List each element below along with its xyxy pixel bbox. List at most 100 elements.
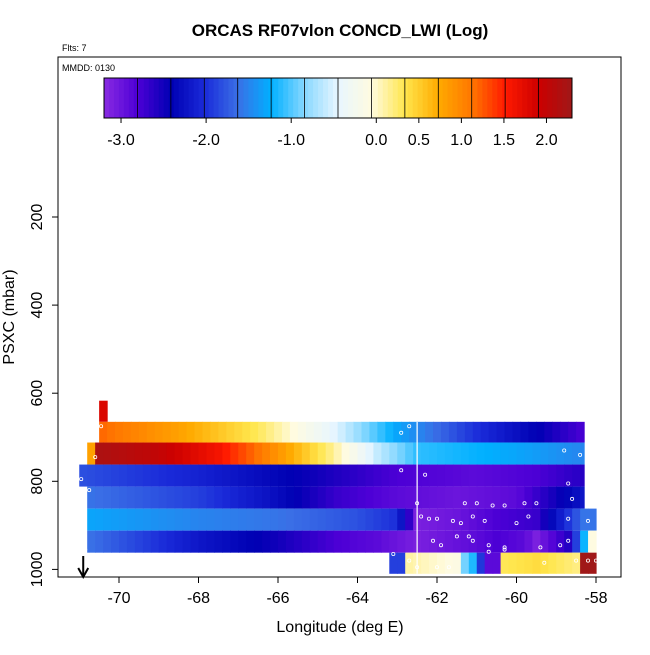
heatmap-cell: [95, 464, 104, 487]
colorbar-segment: [352, 78, 359, 118]
heatmap-cell: [270, 508, 279, 531]
heatmap-cell: [393, 421, 402, 443]
flight-point: [534, 501, 539, 506]
heatmap-cell: [174, 442, 184, 465]
heatmap-cell: [548, 552, 557, 574]
heatmap-cell: [246, 530, 255, 553]
flight-point: [93, 455, 98, 460]
heatmap-cell: [476, 530, 486, 553]
flight-point: [502, 503, 507, 508]
heatmap-cell: [250, 421, 259, 443]
heatmap-cell: [365, 486, 374, 509]
heatmap-cell: [452, 442, 462, 465]
flight-point: [526, 514, 531, 519]
colorbar-segment: [223, 78, 229, 118]
flight-point: [558, 543, 563, 548]
flights-label: Flts: 7: [62, 43, 87, 53]
heatmap-cell: [580, 486, 585, 509]
colorbar-segment: [542, 78, 548, 118]
heatmap-cell: [532, 508, 541, 531]
heatmap-cell: [301, 486, 311, 509]
heatmap-cell: [238, 464, 247, 487]
heatmap-cell: [464, 421, 474, 443]
heatmap-cell: [103, 486, 112, 509]
heatmap-cell: [119, 508, 128, 531]
heatmap-cell: [103, 464, 112, 487]
heatmap-cell: [381, 508, 390, 531]
heatmap-cell: [492, 464, 502, 487]
heatmap-cell: [254, 486, 263, 509]
colorbar-segment: [118, 78, 125, 118]
heatmap-cell: [329, 421, 339, 443]
heatmap-cell: [305, 421, 315, 443]
heatmap-cell: [548, 464, 557, 487]
heatmap-cell: [468, 486, 478, 509]
heatmap-cell: [444, 442, 454, 465]
heatmap-cell: [373, 530, 382, 553]
heatmap-cell: [313, 421, 323, 443]
heatmap-cell: [333, 464, 343, 487]
heatmap-cell: [468, 530, 478, 553]
x-tick-label: -66: [266, 590, 289, 607]
heatmap-cell: [126, 464, 136, 487]
heatmap-cell: [532, 486, 541, 509]
colorbar-segment: [158, 78, 165, 118]
colorbar-segment: [313, 78, 319, 118]
heatmap-cell: [373, 486, 382, 509]
colorbar-segment: [143, 78, 150, 118]
heatmap-cell: [381, 530, 390, 553]
heatmap-cell: [190, 530, 200, 553]
colorbar-segment: [273, 78, 279, 118]
colorbar-tick-label: 1.5: [493, 132, 515, 149]
heatmap-cell: [548, 486, 557, 509]
heatmap-cell: [202, 421, 212, 443]
heatmap-cell: [214, 442, 223, 465]
heatmap-cell: [365, 508, 374, 531]
heatmap-cell: [103, 508, 112, 531]
heatmap-cell: [476, 464, 486, 487]
heatmap-cell: [405, 508, 414, 531]
heatmap-cell: [508, 530, 518, 553]
heatmap-cell: [178, 421, 188, 443]
heatmap-cell: [254, 442, 263, 465]
heatmap-cell: [333, 442, 343, 465]
heatmap-cell: [301, 508, 311, 531]
flight-point: [566, 538, 571, 543]
heatmap-cell: [508, 464, 518, 487]
colorbar-segment: [462, 78, 468, 118]
heatmap-cell: [170, 421, 180, 443]
heatmap-cell: [262, 508, 271, 531]
colorbar-segment: [258, 78, 264, 118]
heatmap-cell: [540, 442, 549, 465]
heatmap-cell: [409, 421, 418, 443]
x-axis-label: Longitude (deg E): [276, 619, 403, 636]
heatmap-cell: [389, 486, 398, 509]
flight-point: [434, 565, 439, 570]
colorbar-segment: [283, 78, 289, 118]
heatmap-cell: [190, 486, 200, 509]
heatmap-cell: [107, 421, 116, 443]
colorbar-segment: [218, 78, 224, 118]
heatmap-cell: [337, 421, 347, 443]
colorbar-segment: [457, 78, 463, 118]
flight-point: [399, 430, 404, 435]
heatmap-cell: [548, 442, 557, 465]
colorbar-segment: [198, 78, 205, 118]
flight-point: [415, 565, 420, 570]
heatmap-cell: [194, 421, 204, 443]
heatmap-cell: [325, 530, 335, 553]
heatmap-cell: [500, 464, 510, 487]
heatmap-cell: [349, 530, 359, 553]
colorbar-segment: [328, 78, 334, 118]
heatmap-cell: [349, 508, 359, 531]
heatmap-cell: [206, 486, 215, 509]
heatmap-cell: [278, 486, 287, 509]
heatmap-cell: [130, 421, 140, 443]
heatmap-cell: [389, 530, 398, 553]
heatmap-cell: [437, 486, 446, 509]
heatmap-cell: [301, 442, 311, 465]
colorbar-segment: [193, 78, 200, 118]
heatmap-cell: [238, 508, 247, 531]
heatmap-cell: [365, 442, 374, 465]
colorbar-segment: [168, 78, 175, 118]
